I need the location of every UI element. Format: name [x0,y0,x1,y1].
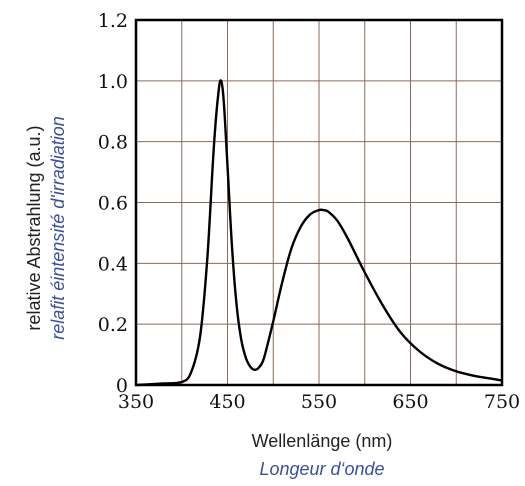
y-tick-label: 0.8 [98,132,128,154]
x-axis-label-alt: Longeur d‘onde [259,459,384,479]
y-tick-label: 0.6 [98,193,128,215]
y-tick-label: 0 [116,375,128,397]
x-axis-label: Wellenlänge (nm) [252,431,393,451]
grid [136,20,502,385]
y-axis-label-alt: relafit éintensité d'irradiation [48,116,68,340]
y-tick-label: 0.2 [98,314,128,336]
x-tick-label: 550 [301,391,337,413]
x-tick-label: 350 [118,391,154,413]
x-tick-label: 450 [209,391,245,413]
y-tick-label: 1.0 [98,71,128,93]
series-layer [135,79,503,387]
plot-frame [134,18,504,387]
x-tick-labels: 350 450 550 650 750 [118,391,520,413]
x-tick-label: 750 [484,391,520,413]
spectrum-line [135,79,503,387]
y-tick-label: 1.2 [98,10,128,32]
y-tick-label: 0.4 [98,253,128,275]
y-tick-labels: 0 0.2 0.4 0.6 0.8 1.0 1.2 [98,10,128,397]
x-tick-label: 650 [392,391,428,413]
y-axis-label: relative Abstrahlung (a.u.) [24,125,44,330]
